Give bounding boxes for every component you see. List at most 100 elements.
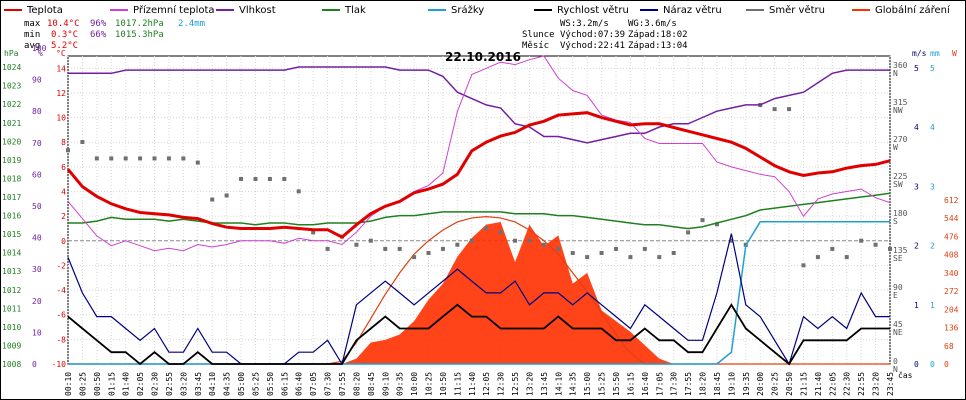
wind-direction-point bbox=[642, 246, 647, 251]
temperature-tick-label: 10 bbox=[56, 114, 66, 123]
radiation-tick-label: 0 bbox=[944, 360, 949, 369]
direction-tick-label: 225 bbox=[893, 172, 908, 181]
rain-tick-label: 4 bbox=[930, 123, 935, 132]
wind-direction-point bbox=[224, 193, 229, 198]
x-tick-label: 08:45 bbox=[367, 372, 376, 396]
wind-direction-point bbox=[830, 246, 835, 251]
x-tick-label: 02:05 bbox=[136, 372, 145, 396]
x-tick-label: 12:05 bbox=[482, 372, 491, 396]
wind-direction-point bbox=[412, 255, 417, 260]
stat-min-press: 1015.3hPa bbox=[115, 30, 164, 40]
wind-direction-point bbox=[455, 242, 460, 247]
x-tick-label: 12:30 bbox=[497, 372, 506, 396]
wind-speed-tick-label: 4 bbox=[914, 123, 919, 132]
x-tick-label: 13:45 bbox=[540, 372, 549, 396]
radiation-tick-label: 272 bbox=[944, 287, 959, 296]
legend: Teplota Přízemní teplota Vlhkost Tlak Srážky… bbox=[4, 4, 951, 16]
wind-direction-point bbox=[138, 156, 143, 161]
temperature-tick-label: -10 bbox=[52, 360, 67, 369]
wind-direction-point bbox=[239, 177, 244, 181]
pressure-tick-label: 1012 bbox=[2, 286, 21, 295]
info-sun-rise: Východ:07:39 bbox=[560, 30, 625, 40]
wind-direction-point bbox=[686, 230, 691, 235]
stat-max-hum: 96% bbox=[90, 19, 107, 29]
wind-direction-point bbox=[354, 242, 359, 247]
x-tick-label: 10:00 bbox=[410, 372, 419, 396]
rain-tick-label: 3 bbox=[930, 182, 935, 191]
direction-tick-label: 270 bbox=[893, 135, 908, 144]
stat-min-temp: 0.3°C bbox=[51, 30, 78, 40]
wind-direction-point bbox=[181, 156, 186, 161]
wind-direction-point bbox=[570, 251, 575, 255]
x-tick-label: 14:35 bbox=[569, 372, 578, 396]
wind-direction-point bbox=[253, 177, 258, 181]
wind-direction-point bbox=[729, 238, 734, 243]
series-temperature-line bbox=[66, 111, 891, 239]
x-tick-label: 02:55 bbox=[165, 372, 174, 396]
x-tick-label: 23:20 bbox=[872, 372, 881, 396]
wind-direction-point bbox=[541, 242, 546, 247]
direction-tick-label: 45 bbox=[893, 320, 903, 329]
rain-tick-label: 5 bbox=[930, 64, 935, 73]
radiation-tick-label: 68 bbox=[944, 342, 954, 351]
pressure-tick-label: 1023 bbox=[2, 82, 21, 91]
info-wg: WG:3.6m/s bbox=[628, 19, 677, 29]
x-tick-label: 12:55 bbox=[511, 372, 520, 396]
humidity-tick-label: 30 bbox=[32, 265, 42, 274]
humidity-tick-label: 40 bbox=[32, 234, 42, 243]
wind-direction-point bbox=[397, 246, 402, 251]
x-tick-label: 08:20 bbox=[352, 372, 361, 396]
wind-direction-point bbox=[368, 238, 373, 243]
x-tick-label: 21:40 bbox=[814, 372, 823, 396]
x-tick-label: 03:20 bbox=[179, 372, 188, 396]
direction-name-label: SW bbox=[893, 180, 903, 189]
legend-label: Teplota bbox=[26, 5, 63, 16]
temperature-tick-label: 12 bbox=[56, 89, 66, 98]
pressure-tick-label: 1021 bbox=[2, 119, 21, 128]
direction-tick-label: 180 bbox=[893, 209, 908, 218]
pressure-tick-label: 1016 bbox=[2, 212, 21, 221]
series-gust-line bbox=[67, 233, 890, 366]
wind-direction-point bbox=[657, 255, 662, 260]
wind-speed-tick-label: 1 bbox=[914, 301, 919, 310]
humidity-tick-label: 90 bbox=[32, 76, 42, 85]
wind-direction-point bbox=[787, 107, 792, 112]
temperature-tick-label: 6 bbox=[61, 163, 66, 172]
temperature-tick-label: 14 bbox=[56, 64, 66, 73]
direction-tick-label: 135 bbox=[893, 246, 908, 255]
legend-label: Směr větru bbox=[769, 4, 825, 16]
x-tick-label: 15:00 bbox=[583, 372, 592, 396]
series-wind-speed-line bbox=[67, 303, 890, 366]
x-tick-label: 11:15 bbox=[453, 372, 462, 396]
wind-speed-axis-label: m/s bbox=[912, 49, 927, 58]
x-tick-label: 01:15 bbox=[107, 372, 116, 396]
radiation-tick-label: 408 bbox=[944, 251, 959, 260]
wind-direction-point bbox=[498, 230, 503, 235]
x-tick-label: 17:55 bbox=[684, 372, 693, 396]
x-tick-label: 09:10 bbox=[381, 372, 390, 396]
wind-speed-tick-label: 2 bbox=[914, 242, 919, 251]
x-tick-label: 03:45 bbox=[194, 372, 203, 396]
x-tick-label: 16:15 bbox=[626, 372, 635, 396]
x-tick-label: 18:45 bbox=[713, 372, 722, 396]
wind-direction-point bbox=[325, 246, 330, 251]
x-tick-label: 20:00 bbox=[756, 372, 765, 396]
temperature-tick-label: -6 bbox=[56, 311, 66, 320]
wind-direction-point bbox=[873, 242, 878, 247]
stat-max-press: 1017.2hPa bbox=[115, 19, 164, 29]
wind-direction-point bbox=[484, 226, 489, 231]
wind-speed-tick-label: 5 bbox=[914, 64, 919, 73]
x-tick-label: 00:10 bbox=[64, 372, 73, 396]
legend-label: Rychlost větru bbox=[557, 4, 629, 16]
direction-name-label: NE bbox=[893, 328, 903, 337]
legend-label: Srážky bbox=[451, 4, 484, 16]
legend-label: Globální záření bbox=[875, 4, 951, 16]
wind-direction-point bbox=[94, 156, 99, 161]
x-tick-label: 18:20 bbox=[699, 372, 708, 396]
rain-tick-label: 2 bbox=[930, 242, 935, 251]
wind-direction-point bbox=[195, 160, 200, 165]
wind-direction-point bbox=[66, 148, 70, 153]
wind-direction-point bbox=[815, 255, 820, 260]
humidity-tick-label: 60 bbox=[32, 170, 42, 179]
humidity-tick-label: 10 bbox=[32, 328, 42, 337]
